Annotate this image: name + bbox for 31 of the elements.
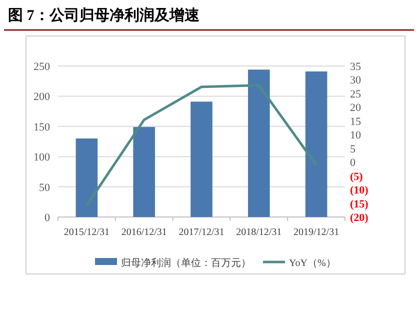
y-tick-label: 100: [34, 152, 50, 164]
y2-tick-label: 5: [350, 143, 356, 156]
y-tick-label: 150: [34, 121, 50, 134]
bar: [190, 102, 212, 217]
bar: [76, 138, 98, 217]
y2-tick-label: 30: [350, 74, 362, 87]
y-tick-label: 200: [34, 91, 50, 104]
y2-tick-label: 0: [350, 157, 356, 170]
x-tick: 2017/12/31: [178, 227, 224, 238]
x-tick: 2018/12/31: [236, 227, 282, 238]
y2-tick-label: (10): [350, 184, 369, 197]
y2-tick-label: 25: [350, 88, 362, 100]
y2-tick-label: (20): [350, 212, 369, 224]
y-tick-label: 50: [39, 182, 50, 194]
bar: [248, 70, 270, 217]
x-tick: 2019/12/31: [294, 227, 340, 238]
y2-tick-label: 10: [350, 130, 362, 142]
legend-label: 归母净利润（单位：百万元）: [121, 257, 251, 269]
y-tick-label: 250: [34, 61, 50, 73]
y-tick-label: 0: [44, 212, 50, 224]
x-tick: 2015/12/31: [64, 227, 110, 238]
bar: [305, 71, 328, 217]
y2-tick-label: 35: [350, 61, 362, 73]
x-tick: 2016/12/31: [121, 227, 167, 238]
y2-tick-label: 15: [350, 116, 362, 128]
y2-tick-label: (15): [350, 198, 369, 210]
title: 图 7：公司归母净利润及增速: [8, 8, 200, 24]
y2-tick-label: (5): [350, 170, 364, 183]
y2-tick-label: 20: [350, 102, 362, 114]
legend-label: YoY（%）: [289, 258, 336, 269]
bar: [133, 127, 156, 217]
